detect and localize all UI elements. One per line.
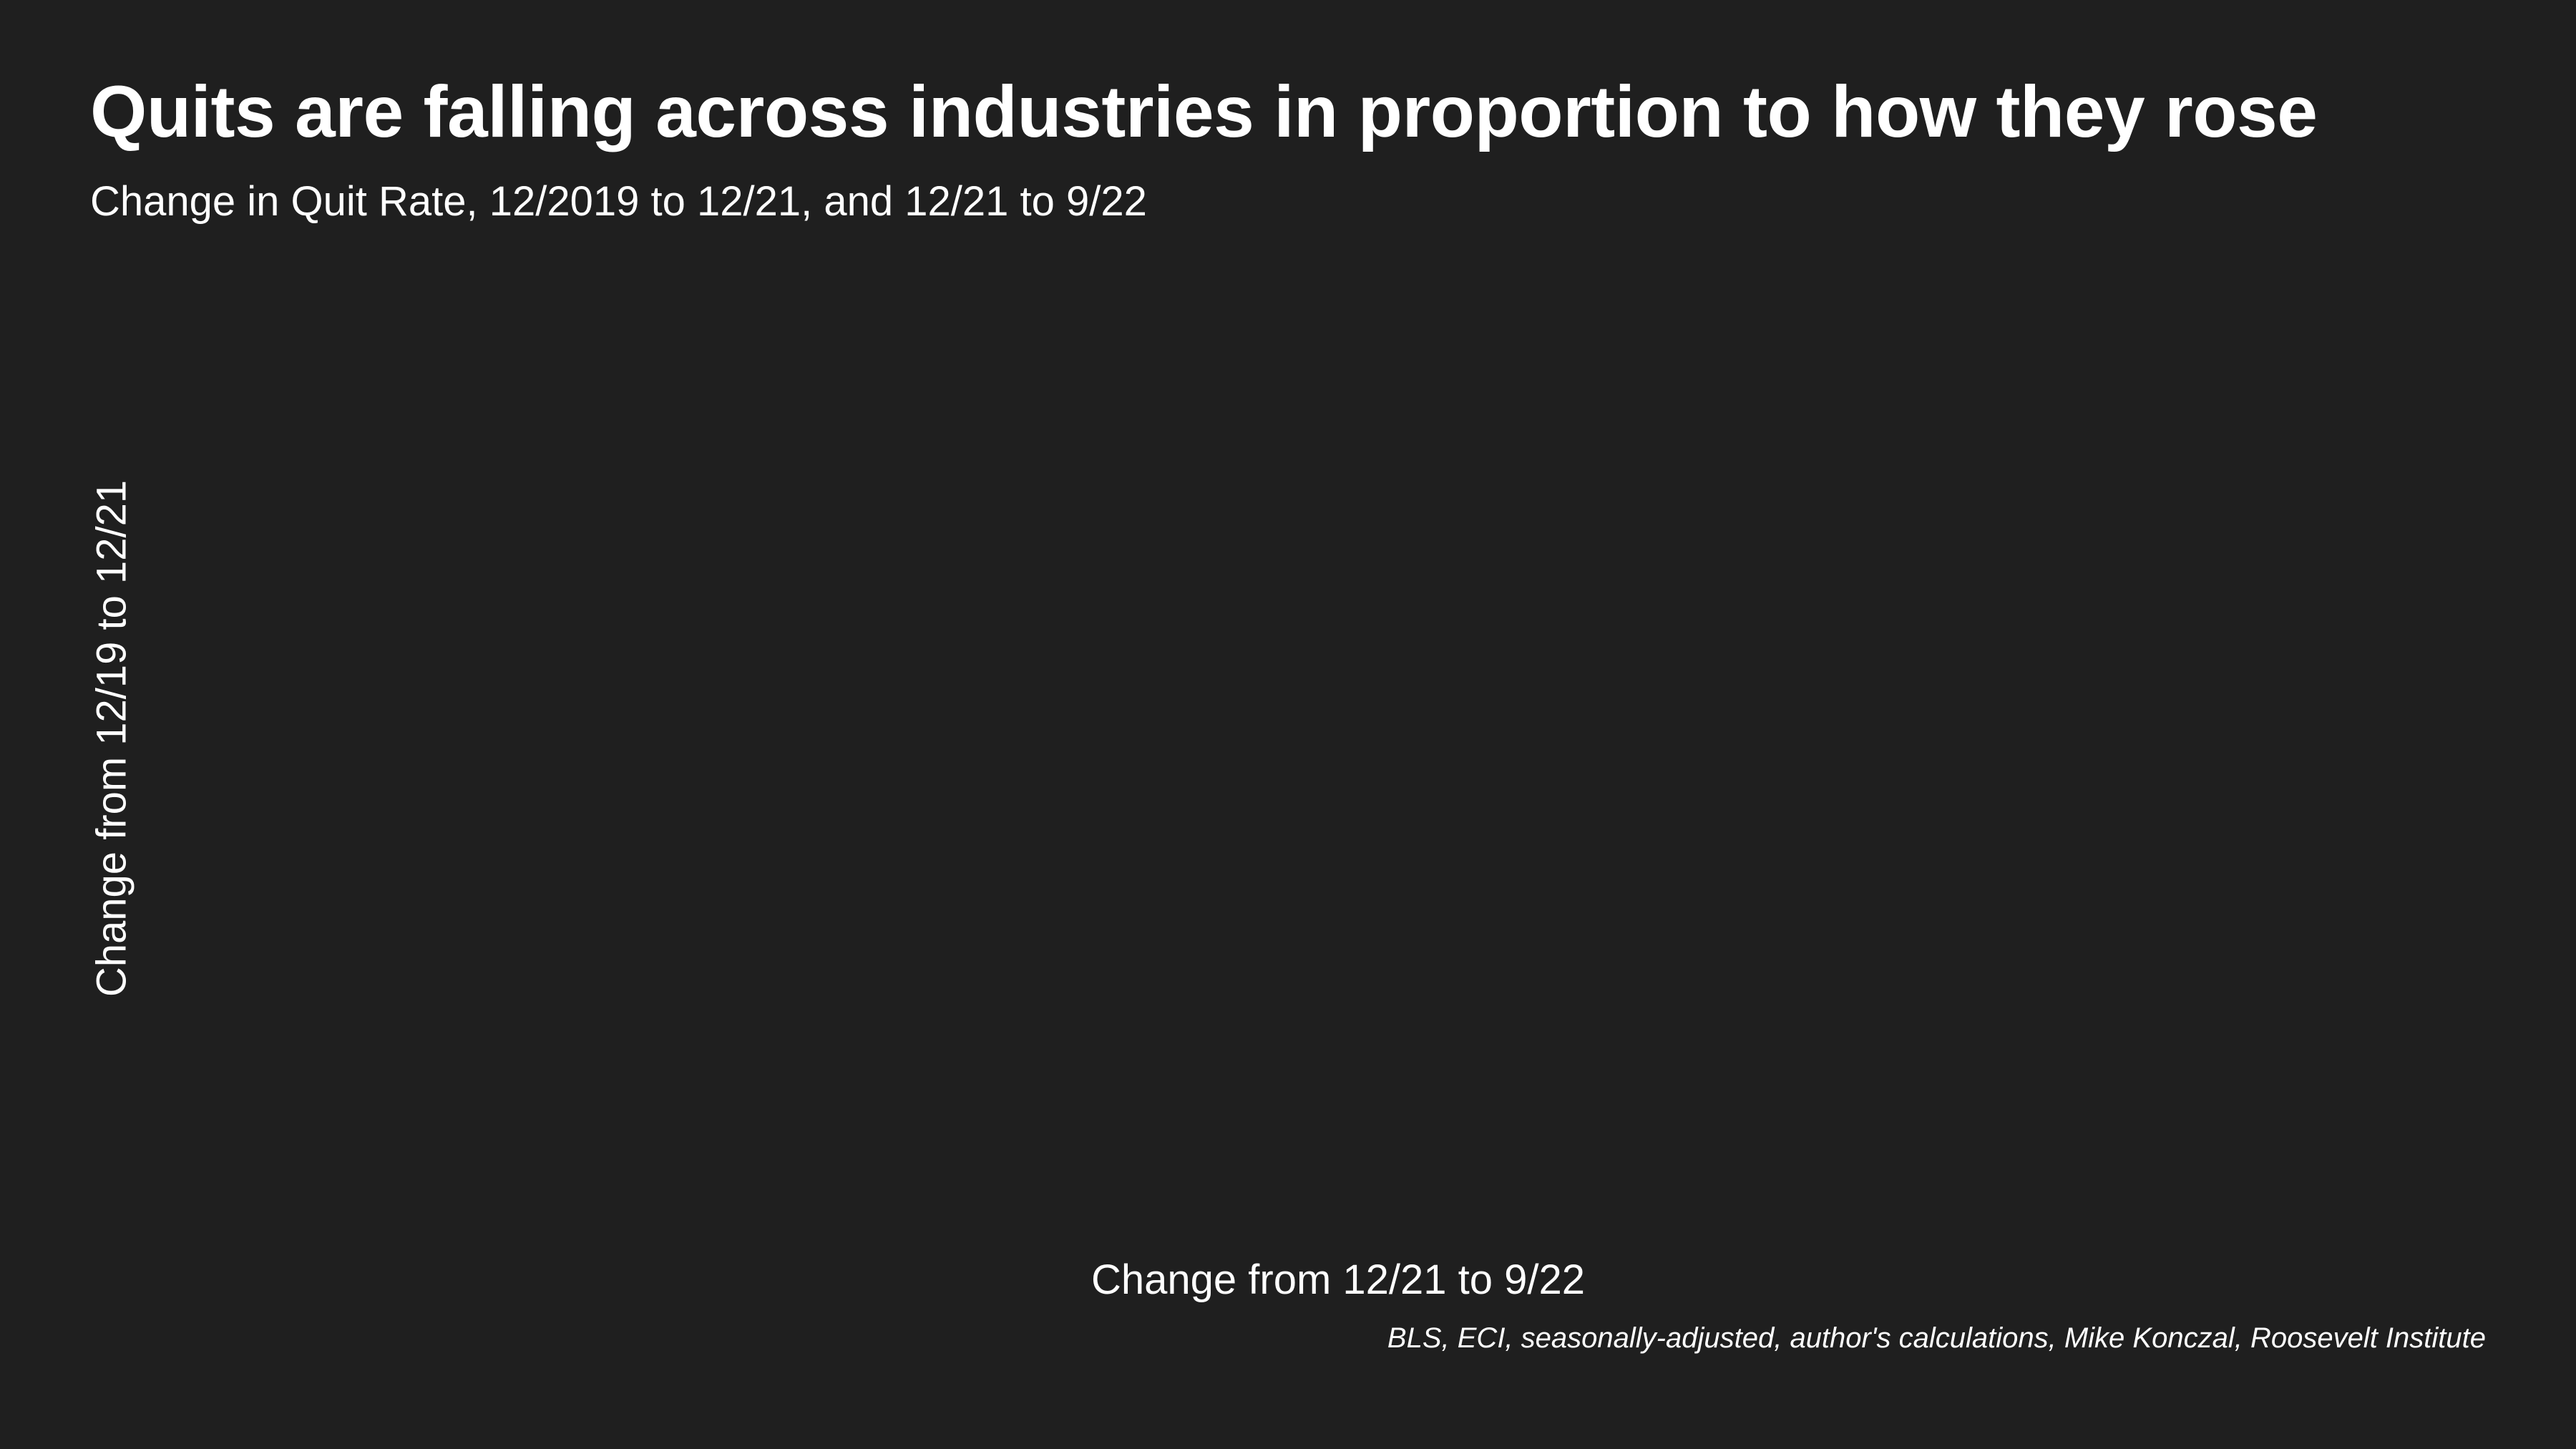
y-axis-label: Change from 12/19 to 12/21 xyxy=(88,479,135,997)
chart-title: Quits are falling across industries in p… xyxy=(90,71,2318,152)
chart-subtitle: Change in Quit Rate, 12/2019 to 12/21, a… xyxy=(90,178,1147,225)
x-axis-label: Change from 12/21 to 9/22 xyxy=(1091,1257,1586,1303)
plot-area xyxy=(179,272,2490,1224)
source-note: BLS, ECI, seasonally-adjusted, author's … xyxy=(1387,1322,2486,1354)
